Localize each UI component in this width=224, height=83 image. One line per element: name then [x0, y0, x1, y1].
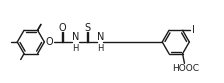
Text: O: O [46, 37, 54, 47]
Text: N: N [72, 32, 79, 42]
Text: H: H [97, 44, 103, 53]
Text: I: I [192, 25, 195, 35]
Text: O: O [59, 23, 67, 33]
Text: H: H [72, 44, 79, 53]
Text: N: N [97, 32, 104, 42]
Text: HOOC: HOOC [172, 64, 199, 73]
Text: S: S [84, 23, 90, 33]
